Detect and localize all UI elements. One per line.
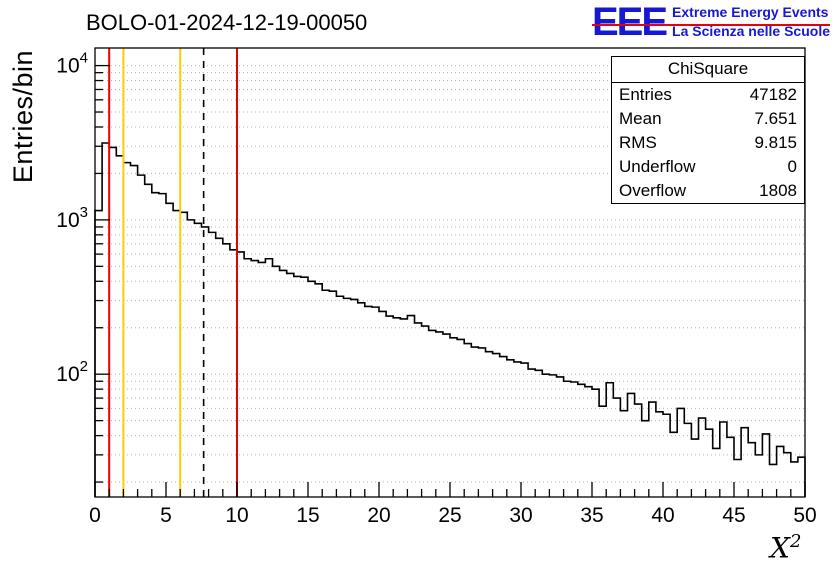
svg-text:20: 20 xyxy=(367,504,390,527)
logo-line2: La Scienza nelle Scuole xyxy=(672,23,830,39)
x-axis-title: X2 xyxy=(770,531,802,565)
stats-row-entries: Entries 47182 xyxy=(619,85,797,104)
stats-row-underflow: Underflow 0 xyxy=(619,157,797,176)
svg-text:40: 40 xyxy=(651,504,674,527)
stats-row-rms: RMS 9.815 xyxy=(619,133,797,152)
svg-text:10: 10 xyxy=(225,504,248,527)
logo-red-rule xyxy=(592,24,830,26)
svg-text:50: 50 xyxy=(793,504,816,527)
svg-text:5: 5 xyxy=(160,504,172,527)
svg-text:104: 104 xyxy=(56,50,88,78)
stats-box-title: ChiSquare xyxy=(612,57,804,83)
svg-text:25: 25 xyxy=(438,504,461,527)
svg-text:35: 35 xyxy=(580,504,603,527)
stats-row-overflow: Overflow 1808 xyxy=(619,181,797,200)
y-axis-title: Entries/bin xyxy=(8,50,38,184)
svg-text:30: 30 xyxy=(509,504,532,527)
eee-logo-texts: Extreme Energy Events La Scienza nelle S… xyxy=(672,3,830,41)
svg-text:103: 103 xyxy=(56,204,88,232)
plot-title: BOLO-01-2024-12-19-00050 xyxy=(86,10,368,35)
svg-text:15: 15 xyxy=(296,504,319,527)
logo-line1: Extreme Energy Events xyxy=(672,4,829,20)
stats-box: ChiSquare Entries 47182 Mean 7.651 RMS 9.81… xyxy=(611,56,805,204)
svg-text:102: 102 xyxy=(56,358,88,386)
svg-text:45: 45 xyxy=(722,504,745,527)
stats-row-mean: Mean 7.651 xyxy=(619,109,797,128)
eee-logo-acronym: EEE xyxy=(592,0,668,44)
svg-text:0: 0 xyxy=(89,504,101,527)
eee-logo: EEE Extreme Energy Events La Scienza nel… xyxy=(592,0,830,44)
